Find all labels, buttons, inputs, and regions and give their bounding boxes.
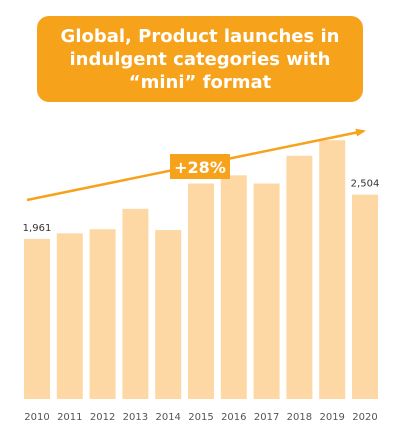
- x-tick-label-2020: 2020: [352, 412, 377, 423]
- bar-2013: [122, 208, 149, 399]
- x-tick-label-2014: 2014: [155, 412, 180, 423]
- bar-2018: [286, 155, 313, 399]
- chart-title: Global, Product launches in indulgent ca…: [60, 25, 340, 93]
- bar-2014: [155, 230, 182, 399]
- bar-2012: [89, 229, 116, 399]
- x-tick-label-2016: 2016: [221, 412, 246, 423]
- x-tick-label-2019: 2019: [319, 412, 344, 423]
- bar-2010: [24, 238, 50, 399]
- x-tick-label-2015: 2015: [188, 412, 213, 423]
- bar-2017: [253, 183, 280, 399]
- data-label-2020: 2,504: [351, 179, 380, 190]
- x-tick-label-2013: 2013: [123, 412, 148, 423]
- x-tick-label-2010: 2010: [24, 412, 49, 423]
- x-tick-label-2018: 2018: [287, 412, 312, 423]
- x-tick-label-2012: 2012: [90, 412, 115, 423]
- bars-group: [24, 140, 378, 399]
- data-label-2010: 1,961: [23, 223, 52, 234]
- bar-2016: [220, 175, 247, 399]
- x-tick-label-2017: 2017: [254, 412, 279, 423]
- bar-2020: [352, 194, 378, 399]
- data-labels: 1,961 2,504: [23, 179, 380, 234]
- chart-title-box: Global, Product launches in indulgent ca…: [37, 16, 363, 102]
- growth-annotation: +28%: [174, 158, 226, 177]
- growth-badge: [170, 154, 230, 179]
- bar-2011: [56, 233, 83, 399]
- x-tick-label-2011: 2011: [57, 412, 82, 423]
- bar-2015: [188, 183, 214, 399]
- x-tick-labels: 2010 2011 2012 2013 2014 2015 2016 2017 2018 2019…: [24, 412, 377, 423]
- bar-2019: [319, 140, 346, 399]
